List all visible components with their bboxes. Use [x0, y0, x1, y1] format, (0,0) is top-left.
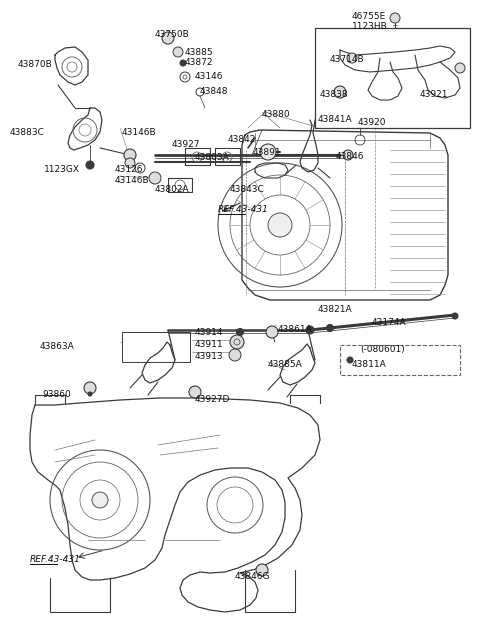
Text: 93860: 93860 — [42, 390, 71, 399]
Circle shape — [125, 158, 135, 168]
Circle shape — [455, 63, 465, 73]
Text: 43872: 43872 — [185, 58, 214, 67]
Text: 43913: 43913 — [195, 352, 224, 361]
Text: 43714B: 43714B — [330, 55, 365, 64]
Text: 1123GX: 1123GX — [44, 165, 80, 174]
Circle shape — [260, 144, 276, 160]
Circle shape — [229, 349, 241, 361]
Bar — [315, 28, 470, 128]
Text: 43842: 43842 — [228, 135, 256, 144]
Text: 43885: 43885 — [185, 48, 214, 57]
Text: 43891: 43891 — [253, 148, 282, 157]
Text: 43863A: 43863A — [40, 342, 75, 351]
Text: REF.43-431: REF.43-431 — [30, 555, 81, 564]
Text: 43927D: 43927D — [195, 395, 230, 404]
Text: (-080601): (-080601) — [360, 345, 405, 354]
Circle shape — [149, 172, 161, 184]
Circle shape — [347, 53, 357, 63]
Circle shape — [86, 161, 94, 169]
Text: 43146B: 43146B — [122, 128, 156, 137]
Circle shape — [180, 60, 186, 66]
Text: 43848: 43848 — [200, 87, 228, 96]
Circle shape — [306, 326, 314, 334]
Text: REF.43-431: REF.43-431 — [218, 205, 269, 214]
Circle shape — [162, 32, 174, 44]
Text: 43914: 43914 — [195, 328, 224, 337]
Text: 43846G: 43846G — [235, 572, 271, 581]
Text: 43750B: 43750B — [155, 30, 190, 39]
Circle shape — [124, 149, 136, 161]
Text: 43821A: 43821A — [318, 305, 353, 314]
Text: 43843C: 43843C — [230, 185, 265, 194]
Circle shape — [343, 150, 353, 160]
Bar — [340, 345, 460, 375]
Text: 43802A: 43802A — [155, 185, 190, 194]
Text: 43861A: 43861A — [278, 325, 313, 334]
Text: 43911: 43911 — [195, 340, 224, 349]
Text: 43883C: 43883C — [10, 128, 45, 137]
Text: 43927: 43927 — [172, 140, 201, 149]
Text: 43146B: 43146B — [115, 176, 150, 185]
Text: 43921: 43921 — [420, 90, 448, 99]
Text: 43126: 43126 — [115, 165, 144, 174]
Text: 43920: 43920 — [358, 118, 386, 127]
Circle shape — [326, 324, 334, 332]
Text: 43870B: 43870B — [18, 60, 53, 69]
Text: 43885A: 43885A — [268, 360, 303, 369]
Text: 46755E: 46755E — [352, 12, 386, 21]
Circle shape — [230, 335, 244, 349]
Circle shape — [390, 13, 400, 23]
Text: 43846: 43846 — [336, 152, 364, 161]
Text: 43880: 43880 — [262, 110, 290, 119]
Circle shape — [452, 313, 458, 319]
Circle shape — [173, 47, 183, 57]
Bar — [122, 332, 190, 362]
Circle shape — [88, 392, 92, 396]
Text: 1123HB: 1123HB — [352, 22, 388, 31]
Text: 43803A: 43803A — [195, 153, 230, 162]
Circle shape — [237, 329, 243, 335]
Circle shape — [347, 357, 353, 363]
Circle shape — [256, 564, 268, 576]
Text: 43811A: 43811A — [352, 360, 387, 369]
Text: 43841A: 43841A — [318, 115, 353, 124]
Text: 43174A: 43174A — [372, 318, 407, 327]
Circle shape — [334, 86, 346, 98]
Circle shape — [92, 492, 108, 508]
Text: 43838: 43838 — [320, 90, 348, 99]
Circle shape — [189, 386, 201, 398]
Circle shape — [268, 213, 292, 237]
Text: 43146: 43146 — [195, 72, 224, 81]
Circle shape — [266, 326, 278, 338]
Circle shape — [84, 382, 96, 394]
